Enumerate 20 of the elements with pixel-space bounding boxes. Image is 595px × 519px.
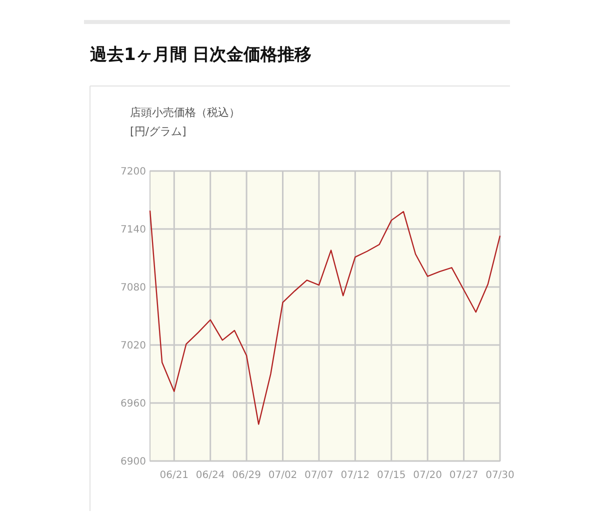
y-axis-title: [円/グラム]	[130, 125, 186, 138]
y-tick-label: 6960	[120, 398, 146, 410]
x-tick-label: 07/20	[413, 470, 442, 481]
x-tick-label: 07/07	[304, 470, 334, 481]
chart-title: 過去1ヶ月間 日次金価格推移	[89, 45, 312, 65]
chart-subtitle: 店頭小売価格（税込）	[130, 106, 240, 119]
x-tick-label: 06/24	[196, 470, 225, 481]
x-tick-label: 06/21	[160, 470, 189, 481]
x-tick-label: 07/02	[268, 470, 298, 481]
y-tick-label: 7020	[120, 340, 146, 352]
line-series	[149, 210, 501, 425]
x-tick-label: 07/30	[486, 470, 514, 481]
x-tick-label: 06/29	[232, 470, 261, 481]
x-tick-label: 07/27	[449, 470, 478, 481]
y-tick-label: 6900	[120, 456, 146, 468]
y-tick-label: 7200	[120, 166, 146, 178]
x-tick-label: 07/15	[376, 470, 406, 481]
y-tick-label: 7080	[120, 282, 146, 294]
x-tick-label: 07/12	[340, 470, 370, 481]
y-tick-label: 7140	[120, 224, 146, 236]
